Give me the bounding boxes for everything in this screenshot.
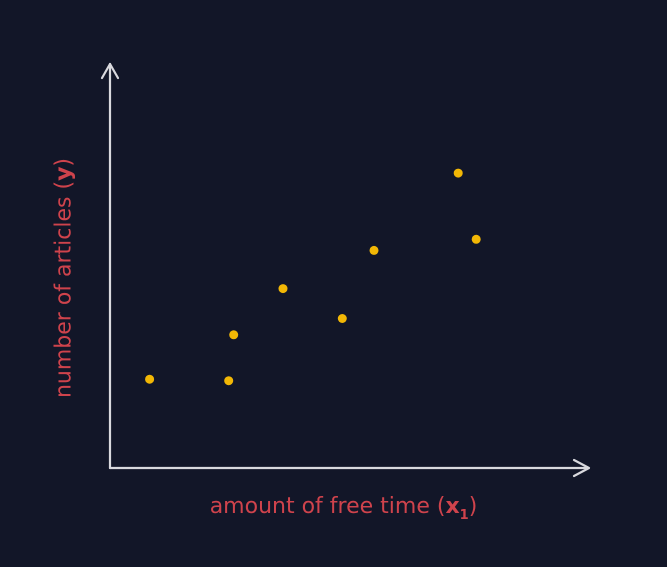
- data-point-1: [145, 374, 155, 384]
- data-points: [145, 168, 481, 386]
- y-axis-label-text: number of articles (: [51, 180, 77, 399]
- data-point-3: [229, 330, 239, 340]
- y-axis-label-close: ): [51, 157, 77, 167]
- y-axis-arrowhead: [100, 62, 120, 80]
- x-axis-variable: x: [445, 494, 460, 519]
- x-axis-label-text: amount of free time (: [209, 494, 446, 519]
- data-point-4: [278, 284, 288, 294]
- x-axis-arrowhead: [572, 458, 591, 478]
- x-axis-label: amount of free time (x1): [0, 494, 667, 523]
- data-point-2: [224, 376, 234, 386]
- y-axis-label: number of articles (y): [52, 158, 77, 398]
- y-axis-variable: y: [51, 166, 77, 181]
- data-point-5: [337, 314, 347, 323]
- x-axis-label-close: ): [468, 494, 478, 519]
- data-point-6: [369, 245, 379, 255]
- data-point-7: [453, 168, 463, 178]
- x-axis-subscript: 1: [459, 508, 469, 523]
- data-point-8: [471, 234, 481, 244]
